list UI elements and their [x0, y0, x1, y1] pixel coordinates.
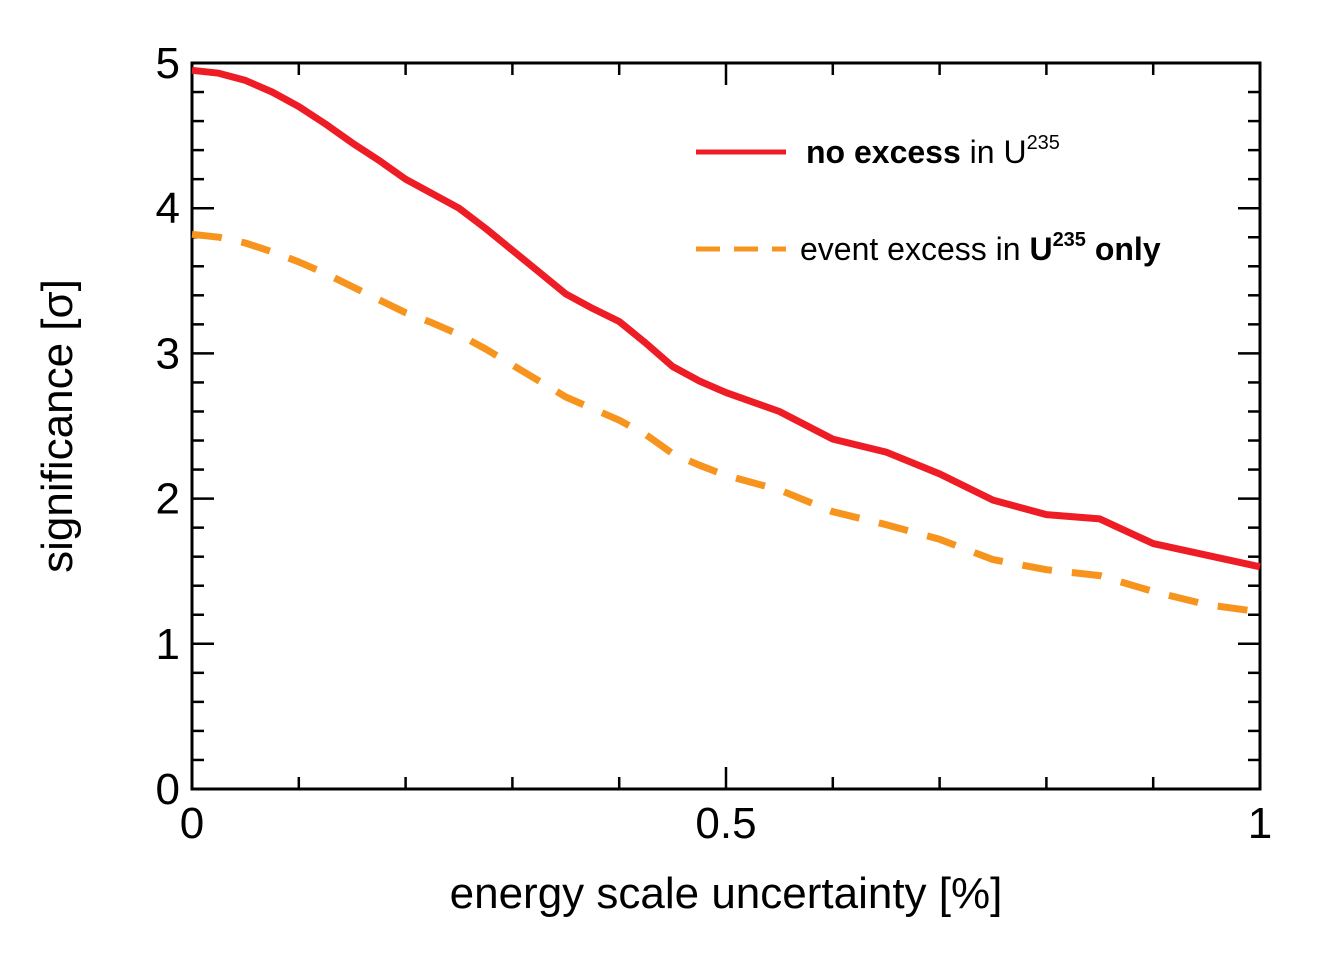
legend: no excess in U235 event excess in U235 o… — [696, 132, 1161, 267]
series-lines — [191, 66, 1261, 616]
y-tick-label: 2 — [156, 475, 180, 524]
legend-label-event-excess-text: event excess in — [800, 231, 1029, 267]
x-tick-label: 1 — [1248, 799, 1272, 848]
y-tick-label: 4 — [156, 184, 180, 233]
legend-label-event-excess: event excess in U235 only — [800, 229, 1161, 267]
legend-label-no-excess-sup: 235 — [1027, 132, 1060, 154]
tick-marks — [190, 61, 1262, 791]
series-line-event-excess — [191, 230, 1261, 616]
legend-label-no-excess: no excess in U235 — [806, 132, 1060, 170]
series-line-no-excess — [191, 66, 1261, 571]
x-tick-label: 0.5 — [695, 799, 756, 848]
x-axis-label: energy scale uncertainty [%] — [450, 869, 1003, 918]
y-tick-label: 1 — [156, 620, 180, 669]
x-tick-label: 0 — [180, 799, 204, 848]
legend-label-event-excess-sup: 235 — [1053, 229, 1086, 251]
plot-frame — [190, 61, 1262, 791]
y-tick-label: 5 — [156, 39, 180, 88]
y-axis-label: significance [σ] — [33, 279, 82, 573]
legend-label-no-excess-bold: no excess — [806, 134, 961, 170]
legend-label-no-excess-text: in U — [961, 134, 1027, 170]
legend-label-event-excess-bold2: only — [1086, 231, 1161, 267]
y-tick-label: 3 — [156, 329, 180, 378]
tick-labels: 0 0.5 1 0 1 2 3 4 5 — [156, 39, 1273, 848]
y-tick-label: 0 — [156, 765, 180, 814]
legend-label-event-excess-bold: U — [1029, 231, 1052, 267]
